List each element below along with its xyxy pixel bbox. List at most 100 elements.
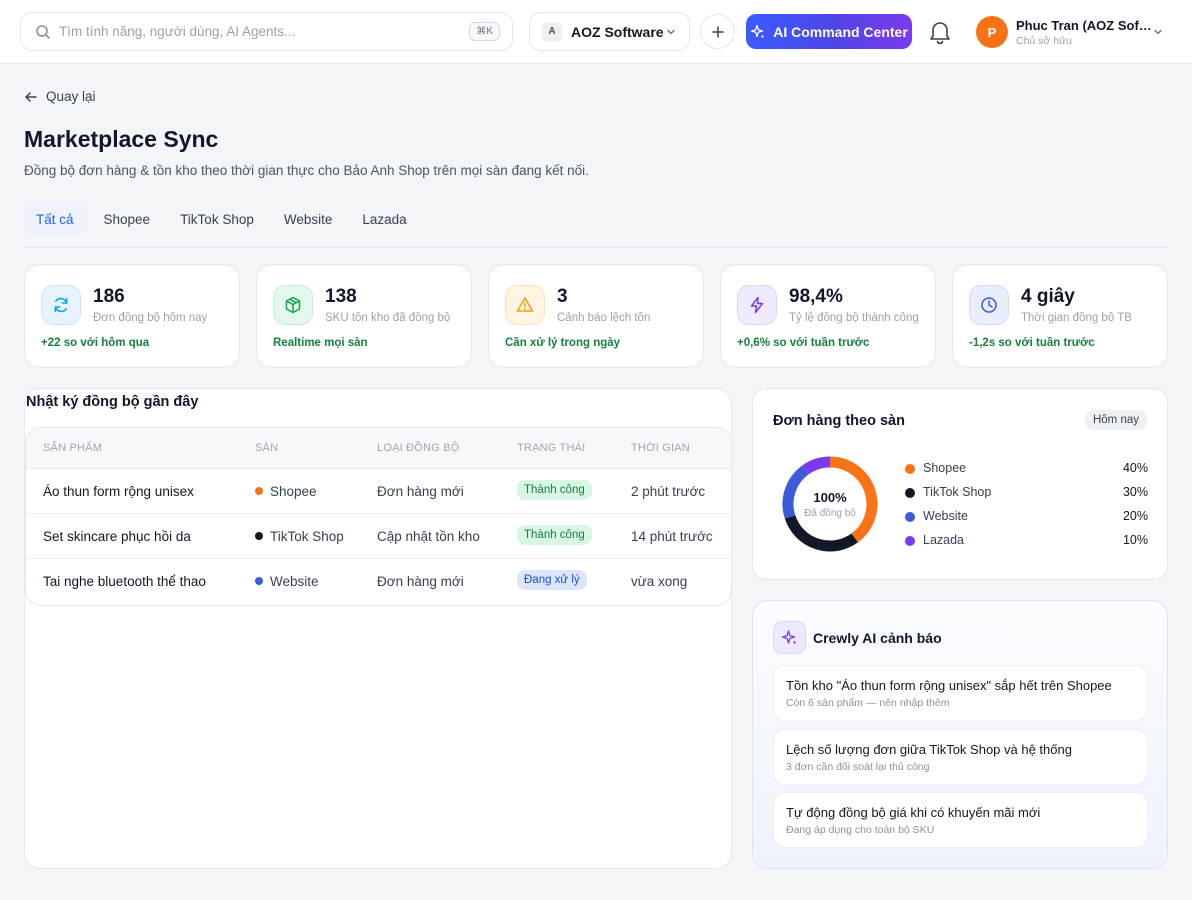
donut-legend: Shopee 40% TikTok Shop 30% Website 20% Lazada 1… bbox=[905, 459, 1148, 555]
period-chip[interactable]: Hôm nay bbox=[1084, 410, 1147, 430]
stat-card-orders: 186 Đơn đồng bộ hôm nay +22 so với hôm q… bbox=[24, 264, 240, 368]
stat-label: Cảnh báo lệch tồn bbox=[557, 312, 651, 324]
sparkle-icon bbox=[773, 621, 806, 654]
legend-dot bbox=[905, 512, 915, 522]
tab-lazada[interactable]: Lazada bbox=[362, 211, 407, 227]
ai-command-center-button[interactable]: AI Command Center bbox=[746, 14, 912, 49]
stat-card-avg-time: 4 giây Thời gian đồng bộ TB -1,2s so với… bbox=[952, 264, 1168, 368]
row-product: Áo thun form rộng unisex bbox=[43, 484, 194, 499]
warning-icon bbox=[505, 285, 545, 325]
workspace-switcher[interactable]: A AOZ Software bbox=[529, 12, 690, 51]
legend-value: 30% bbox=[1122, 485, 1148, 499]
donut-slice-lazada bbox=[802, 456, 831, 475]
top-bar: Tìm tính năng, người dùng, AI Agents... … bbox=[0, 0, 1192, 64]
legend-item: Website 20% bbox=[905, 507, 1148, 531]
row-channel: TikTok Shop bbox=[255, 529, 344, 544]
tab-all[interactable]: Tất cả bbox=[24, 204, 86, 234]
tab-tiktok-shop[interactable]: TikTok Shop bbox=[180, 211, 254, 227]
donut-center-value: 100% bbox=[813, 489, 847, 505]
row-product: Set skincare phục hồi da bbox=[43, 529, 191, 544]
alert-subtitle: 3 đơn cần đối soát lại thủ công bbox=[786, 761, 930, 773]
ai-alerts-panel: Crewly AI cảnh báo Tồn kho "Áo thun form… bbox=[752, 600, 1168, 869]
table-header: SẢN PHẨM SÀN LOẠI ĐỒNG BỘ TRẠNG THÁI THỜ… bbox=[26, 428, 731, 469]
notification-bell-icon[interactable] bbox=[927, 18, 953, 46]
stat-delta: -1,2s so với tuần trước bbox=[969, 337, 1095, 349]
tab-website[interactable]: Website bbox=[283, 211, 333, 227]
stat-value: 138 bbox=[325, 286, 357, 307]
page-subtitle: Đồng bộ đơn hàng & tồn kho theo thời gia… bbox=[24, 163, 589, 178]
legend-dot bbox=[905, 536, 915, 546]
package-icon bbox=[273, 285, 313, 325]
orders-by-channel-panel: Đơn hàng theo sàn Hôm nay 100% Đã đồng b… bbox=[752, 388, 1168, 580]
row-time: 14 phút trước bbox=[631, 529, 713, 544]
add-button[interactable] bbox=[700, 14, 735, 49]
workspace-badge: A bbox=[542, 21, 562, 42]
row-product: Tai nghe bluetooth thể thao bbox=[43, 574, 206, 589]
legend-dot bbox=[905, 464, 915, 474]
user-name: Phuc Tran (AOZ Software) bbox=[1016, 17, 1152, 33]
legend-item: Lazada 10% bbox=[905, 531, 1148, 555]
avatar: P bbox=[976, 16, 1008, 48]
stat-label: Đơn đồng bộ hôm nay bbox=[93, 312, 208, 324]
sync-log-table: SẢN PHẨM SÀN LOẠI ĐỒNG BỘ TRẠNG THÁI THỜ… bbox=[25, 427, 732, 606]
stat-label: Thời gian đồng bộ TB bbox=[1021, 312, 1132, 324]
ai-alert-item[interactable]: Lệch số lượng đơn giữa TikTok Shop và hệ… bbox=[773, 729, 1148, 785]
legend-label: Website bbox=[923, 509, 968, 523]
table-row[interactable]: Áo thun form rộng unisex Shopee Đơn hàng… bbox=[26, 469, 731, 514]
search-shortcut: ⌘K bbox=[469, 22, 500, 41]
ai-alert-item[interactable]: Tồn kho "Áo thun form rộng unisex" sắp h… bbox=[773, 665, 1148, 721]
legend-dot bbox=[905, 488, 915, 498]
tab-shopee[interactable]: Shopee bbox=[103, 211, 151, 227]
chevron-down-icon bbox=[665, 26, 677, 38]
clock-icon bbox=[969, 285, 1009, 325]
ai-alerts-title: Crewly AI cảnh báo bbox=[813, 630, 942, 646]
stat-delta: +22 so với hôm qua bbox=[41, 337, 150, 349]
stat-label: Tỷ lệ đồng bộ thành công bbox=[789, 312, 919, 324]
row-channel-label: TikTok Shop bbox=[270, 529, 344, 544]
plus-icon bbox=[711, 25, 725, 39]
row-type: Cập nhật tồn kho bbox=[377, 529, 480, 544]
legend-label: Shopee bbox=[923, 461, 967, 475]
ai-button-label: AI Command Center bbox=[773, 23, 908, 40]
column-header-time: THỜI GIAN bbox=[631, 442, 690, 454]
donut-slice-website bbox=[782, 465, 809, 519]
row-time: 2 phút trước bbox=[631, 484, 706, 499]
legend-label: TikTok Shop bbox=[923, 485, 992, 499]
row-channel-label: Shopee bbox=[270, 484, 317, 499]
legend-label: Lazada bbox=[923, 533, 965, 547]
table-row[interactable]: Tai nghe bluetooth thể thao Website Đơn … bbox=[26, 559, 731, 604]
back-link[interactable]: Quay lại bbox=[24, 89, 96, 104]
stat-label: SKU tồn kho đã đồng bộ bbox=[325, 312, 451, 324]
workspace-name: AOZ Software bbox=[571, 23, 664, 40]
row-time: vừa xong bbox=[631, 574, 688, 589]
user-role: Chủ sở hữu bbox=[1016, 34, 1072, 47]
page-title: Marketplace Sync bbox=[24, 126, 219, 152]
stat-card-sku: 138 SKU tồn kho đã đồng bộ Realtime mọi … bbox=[256, 264, 472, 368]
legend-value: 10% bbox=[1122, 533, 1148, 547]
ai-alert-item[interactable]: Tự động đồng bộ giá khi có khuyến mãi mớ… bbox=[773, 792, 1148, 848]
status-badge: Thành công bbox=[517, 480, 592, 500]
alert-title: Tồn kho "Áo thun form rộng unisex" sắp h… bbox=[786, 678, 1112, 693]
donut-center-label: Đã đồng bộ bbox=[804, 507, 856, 519]
stat-value: 3 bbox=[557, 286, 568, 307]
donut-center: 100% Đã đồng bộ bbox=[777, 451, 883, 557]
table-row[interactable]: Set skincare phục hồi da TikTok Shop Cập… bbox=[26, 514, 731, 559]
orders-title: Đơn hàng theo sàn bbox=[773, 413, 905, 429]
search-box[interactable]: Tìm tính năng, người dùng, AI Agents... … bbox=[20, 12, 513, 51]
legend-value: 40% bbox=[1122, 461, 1148, 475]
chevron-down-icon bbox=[1152, 26, 1164, 38]
user-menu[interactable]: P Phuc Tran (AOZ Software) Chủ sở hữu bbox=[976, 14, 1172, 50]
legend-value: 20% bbox=[1122, 509, 1148, 523]
stat-value: 186 bbox=[93, 286, 125, 307]
stat-card-warnings: 3 Cảnh báo lệch tồn Cần xử lý trong ngày bbox=[488, 264, 704, 368]
stat-card-success-rate: 98,4% Tỷ lệ đồng bộ thành công +0,6% so … bbox=[720, 264, 936, 368]
alert-subtitle: Đang áp dụng cho toàn bộ SKU bbox=[786, 824, 935, 836]
row-channel: Shopee bbox=[255, 484, 317, 499]
column-header-channel: SÀN bbox=[255, 442, 279, 454]
channel-tabs: Tất cả Shopee TikTok Shop Website Lazada bbox=[24, 204, 1168, 248]
search-input[interactable]: Tìm tính năng, người dùng, AI Agents... bbox=[59, 24, 296, 39]
sync-log-title: Nhật ký đồng bộ gần đây bbox=[26, 394, 199, 410]
column-header-product: SẢN PHẨM bbox=[43, 442, 103, 454]
row-type: Đơn hàng mới bbox=[377, 484, 464, 499]
donut-slice-shopee bbox=[829, 456, 878, 543]
